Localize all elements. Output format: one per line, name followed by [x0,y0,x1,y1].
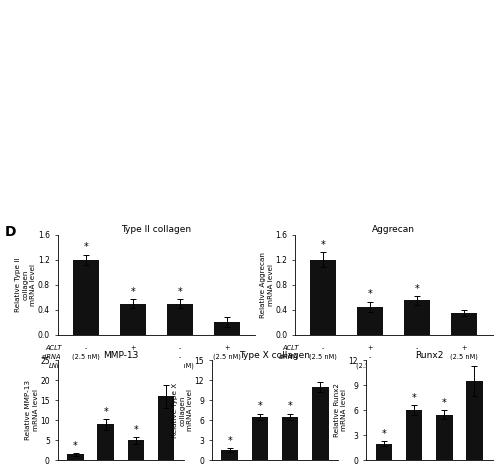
Title: Type X collagen: Type X collagen [240,351,310,359]
Text: +: + [130,345,136,351]
Text: *: * [178,287,182,297]
Y-axis label: Relative Runx2
mRNA level: Relative Runx2 mRNA level [334,383,347,438]
Text: -: - [322,345,324,351]
Text: -: - [132,354,134,360]
Bar [68,454,84,460]
Bar [222,450,238,460]
Y-axis label: Relative MMP-13
mRNA level: Relative MMP-13 mRNA level [26,380,39,440]
Text: -: - [178,354,181,360]
Bar [452,313,477,335]
Bar [158,396,174,460]
Text: -: - [84,345,87,351]
Text: D: D [5,226,16,239]
Text: (2.5 nM): (2.5 nM) [450,354,478,360]
Bar [358,307,383,335]
Bar [128,440,144,460]
Text: *: * [134,425,138,435]
Text: *: * [84,242,88,252]
Text: +: + [462,345,467,351]
Bar [310,260,336,335]
Text: (2.5 nM): (2.5 nM) [356,363,384,369]
Y-axis label: Relative Type X
collagen
mRNA level: Relative Type X collagen mRNA level [172,383,193,438]
Text: *: * [412,393,416,403]
Text: *: * [73,441,78,451]
Text: (5.0 nM): (5.0 nM) [404,363,431,369]
Bar [120,304,146,335]
Text: -: - [463,363,466,369]
Text: -: - [226,363,228,369]
Text: *: * [228,436,232,446]
Bar [252,417,268,460]
Y-axis label: Relative Type II
collagen
mRNA level: Relative Type II collagen mRNA level [16,258,36,312]
Text: ACLT: ACLT [282,345,299,351]
Title: Aggrecan: Aggrecan [372,225,415,234]
Text: +: + [224,345,230,351]
Title: MMP-13: MMP-13 [103,351,138,359]
Text: LNP: LNP [286,363,299,369]
Text: LNP: LNP [48,363,62,369]
Text: siRNA: siRNA [42,354,62,360]
Text: *: * [104,407,108,417]
Text: *: * [368,289,372,299]
Text: -: - [178,345,181,351]
Bar [376,444,392,460]
Text: -: - [322,363,324,369]
Text: +: + [368,345,373,351]
Text: (2.5 nM): (2.5 nM) [119,363,146,369]
Text: *: * [415,284,420,293]
Text: (2.5 nM): (2.5 nM) [72,354,100,360]
Text: siRNA: siRNA [280,354,299,360]
Text: (2.5 nM): (2.5 nM) [213,354,240,360]
Text: *: * [288,401,292,411]
Title: Runx2: Runx2 [415,351,444,359]
Bar [436,414,452,460]
Text: -: - [84,363,87,369]
Bar [404,300,430,335]
Y-axis label: Relative Aggrecan
mRNA level: Relative Aggrecan mRNA level [260,252,274,318]
Bar [466,381,482,460]
Text: -: - [416,345,418,351]
Text: -: - [369,354,372,360]
Bar [214,322,240,335]
Bar [312,387,328,460]
Text: ACLT: ACLT [45,345,62,351]
Text: *: * [130,287,135,297]
Text: *: * [442,398,446,408]
Title: Type II collagen: Type II collagen [121,225,192,234]
Text: *: * [258,401,262,411]
Text: (2.5 nM): (2.5 nM) [310,354,337,360]
Bar [167,304,192,335]
Bar [406,411,422,460]
Text: -: - [416,354,418,360]
Text: *: * [382,429,386,438]
Bar [73,260,98,335]
Bar [282,417,298,460]
Text: (5.0 nM): (5.0 nM) [166,363,194,369]
Bar [98,425,114,460]
Text: *: * [321,240,326,250]
